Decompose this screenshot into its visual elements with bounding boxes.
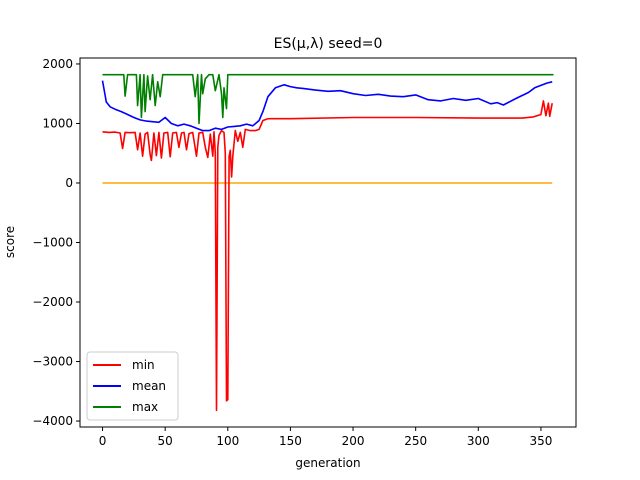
legend-label-min: min: [132, 358, 155, 372]
legend-label-mean: mean: [132, 379, 166, 393]
x-tick-label: 200: [342, 434, 365, 448]
y-tick-label: −1000: [32, 236, 73, 250]
series-line-min: [102, 100, 553, 412]
x-tick-label: 50: [158, 434, 173, 448]
x-tick-label: 0: [99, 434, 107, 448]
x-axis: 0 50 100 150 200 250 300 350: [99, 427, 552, 448]
legend: min mean max: [86, 351, 179, 421]
y-axis-label: score: [3, 226, 17, 258]
series-line-max: [102, 73, 554, 125]
y-tick-label: −4000: [32, 414, 73, 428]
chart-title: ES(μ,λ) seed=0: [274, 36, 383, 52]
x-tick-label: 150: [279, 434, 302, 448]
series-line-mean: [101, 80, 553, 132]
y-axis: −4000 −3000 −2000 −1000 0 1000 2000: [32, 57, 80, 428]
legend-label-max: max: [132, 400, 158, 414]
x-tick-label: 250: [404, 434, 427, 448]
plot-lines: [101, 73, 554, 412]
legend-box: [86, 351, 179, 421]
x-tick-label: 100: [216, 434, 239, 448]
y-tick-label: 1000: [42, 116, 73, 130]
y-tick-label: 0: [65, 176, 73, 190]
y-tick-label: −2000: [32, 295, 73, 309]
y-tick-label: −3000: [32, 355, 73, 369]
x-tick-label: 300: [467, 434, 490, 448]
x-tick-label: 350: [529, 434, 552, 448]
x-axis-label: generation: [295, 456, 360, 470]
y-tick-label: 2000: [42, 57, 73, 71]
